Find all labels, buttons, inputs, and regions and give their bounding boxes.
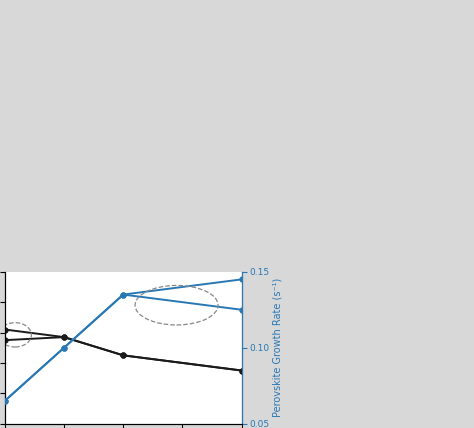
Y-axis label: Perovskite Growth Rate (s⁻¹): Perovskite Growth Rate (s⁻¹) bbox=[272, 278, 283, 417]
